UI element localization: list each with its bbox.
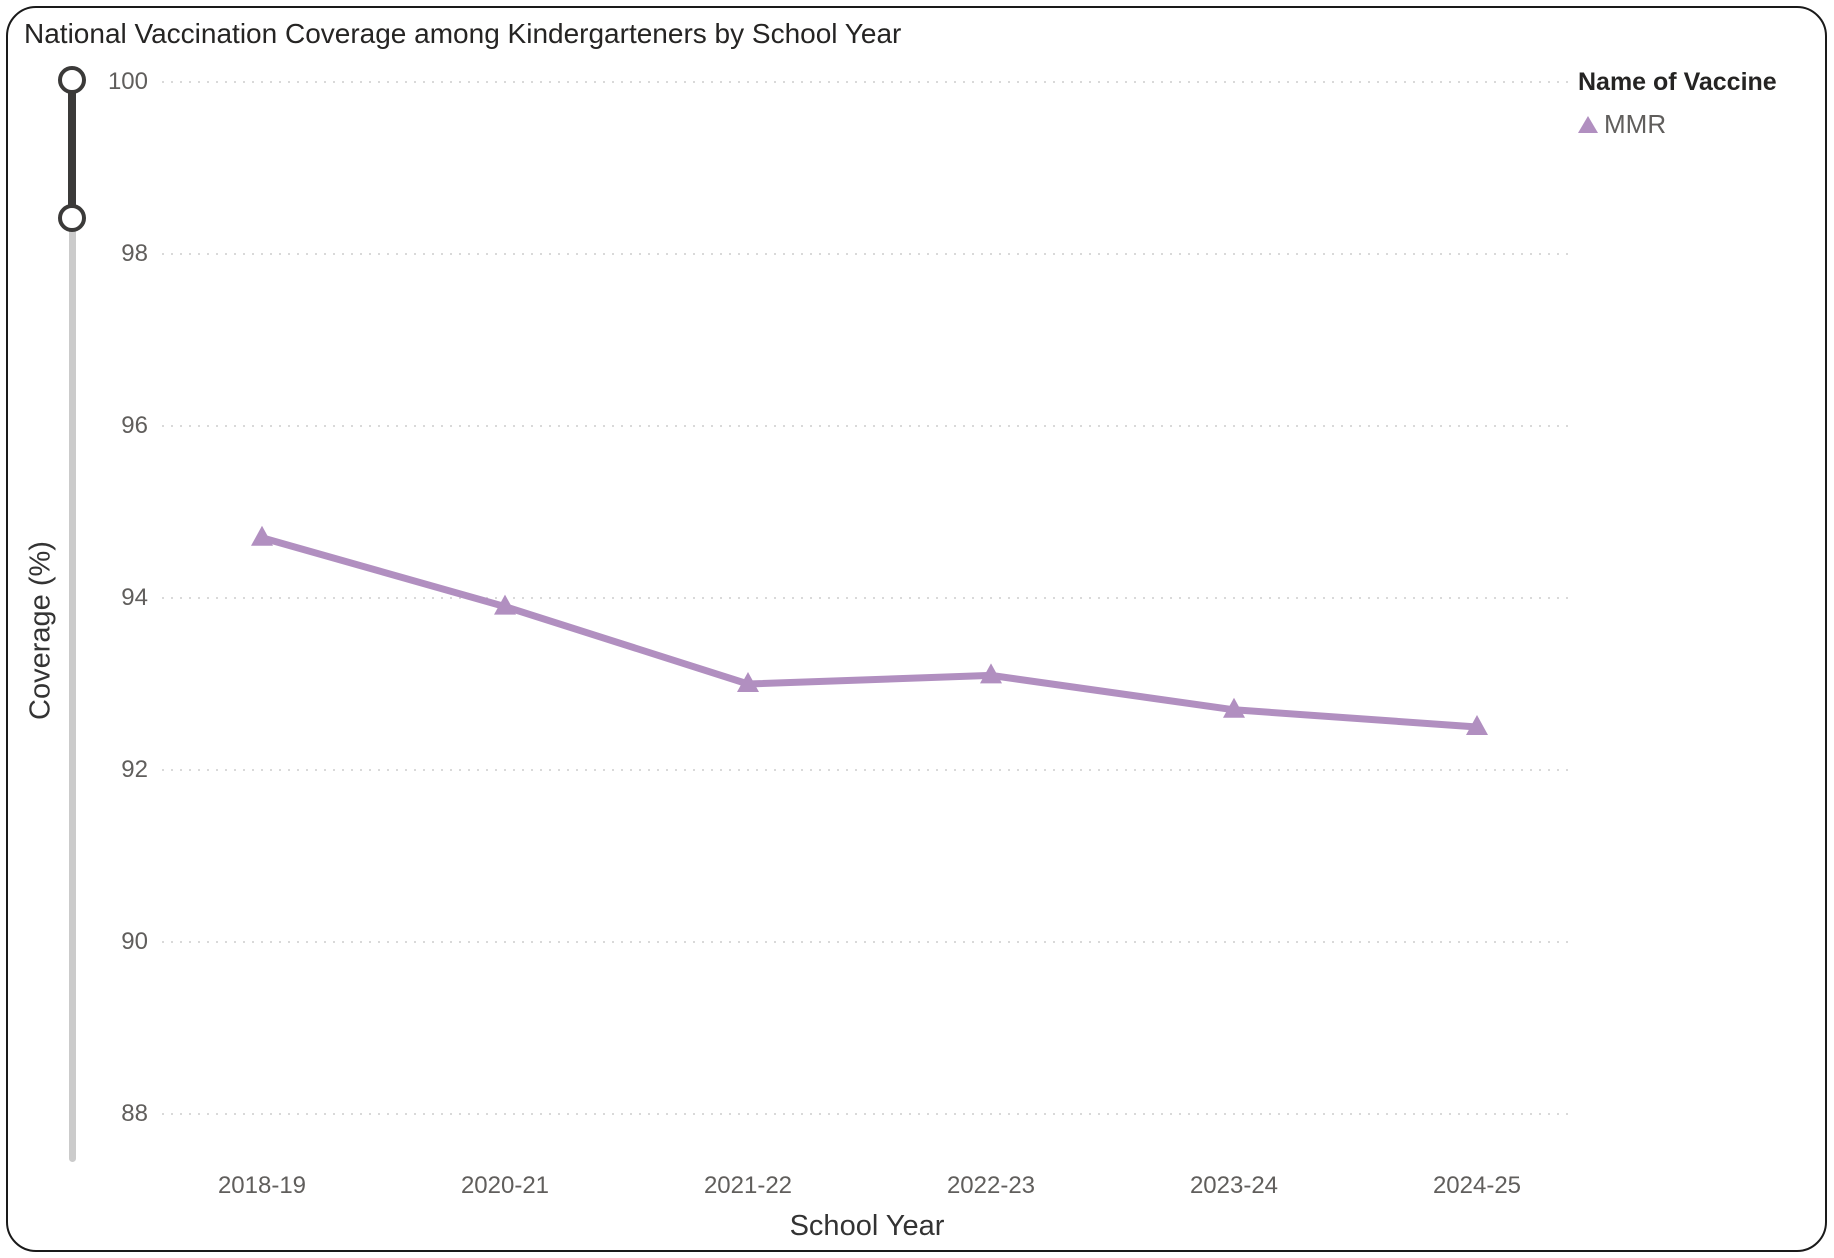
y-tick-label: 100 [107,68,148,95]
slider-handle-bottom[interactable] [58,204,86,232]
triangle-marker-icon [1578,116,1598,133]
legend-item-label: MMR [1604,109,1667,139]
legend-item-mmr[interactable]: MMR [1578,109,1777,140]
x-axis-title: School Year [789,1210,945,1242]
gridline [162,769,1573,771]
x-tick-label: 2021-22 [703,1172,793,1199]
gridline [162,253,1573,255]
x-tick-label: 2023-24 [1189,1172,1279,1199]
y-tick-label: 98 [121,240,148,267]
slider-handle-top[interactable] [58,66,86,94]
y-tick-label: 88 [121,1100,148,1127]
x-tick-label: 2018-19 [217,1172,307,1199]
chart-title: National Vaccination Coverage among Kind… [24,18,902,49]
y-tick-label: 90 [121,928,148,955]
y-tick-label: 92 [121,756,148,783]
gridline [162,81,1573,83]
y-axis-title: Coverage (%) [24,541,57,720]
gridline [162,941,1573,943]
window-frame [6,6,1827,1252]
x-tick-label: 2024-25 [1432,1172,1522,1199]
y-axis-range-slider-track[interactable] [69,80,76,1162]
legend: Name of Vaccine MMR [1578,68,1777,140]
x-tick-label: 2022-23 [946,1172,1036,1199]
y-tick-label: 96 [121,412,148,439]
x-tick-label: 2020-21 [460,1172,550,1199]
gridline [162,1113,1573,1115]
y-axis-range-slider-selection[interactable] [68,80,76,218]
legend-title: Name of Vaccine [1578,68,1777,96]
gridline [162,597,1573,599]
y-tick-label: 94 [121,584,148,611]
gridline [162,425,1573,427]
